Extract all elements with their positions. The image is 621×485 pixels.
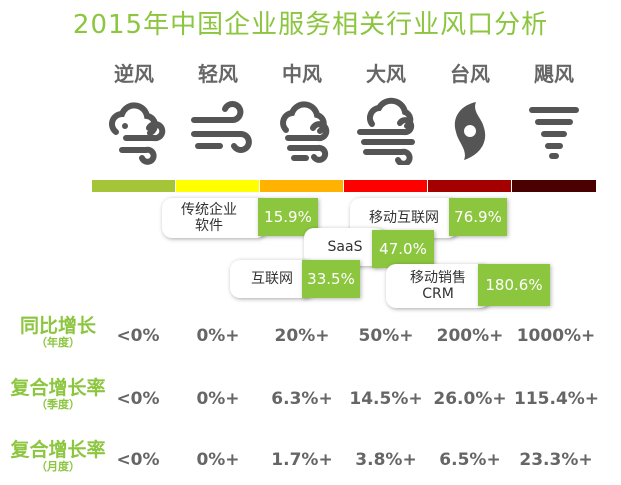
table-cell: 6.3%+ <box>271 389 333 409</box>
table-cell: 0%+ <box>196 450 240 470</box>
table-cell: 26.0%+ <box>433 389 507 409</box>
scale-bar-hurricane <box>512 180 596 192</box>
table-cell: 3.8%+ <box>355 450 417 470</box>
industry-value-mobile-sales-crm: 180.6% <box>478 264 550 306</box>
table-cell: 115.4%+ <box>514 389 600 409</box>
table-cell: <0% <box>116 326 160 346</box>
typhoon-icon <box>428 90 512 165</box>
page-title: 2015年中国企业服务相关行业风口分析 <box>72 10 549 40</box>
table-cell: 0%+ <box>196 326 240 346</box>
row-label-cagr-monthly: 复合增长率 （月度） <box>10 439 106 473</box>
industry-value-internet: 33.5% <box>302 260 360 298</box>
industry-value-saas: 47.0% <box>372 230 434 268</box>
table-cell: <0% <box>116 450 160 470</box>
scale-bar-moderate-wind <box>260 180 343 192</box>
cloud-wind-icon-2 <box>260 90 344 165</box>
scale-bar-strong-wind <box>344 180 427 192</box>
industry-value-traditional-software: 15.9% <box>258 198 318 236</box>
table-cell: 14.5%+ <box>349 389 423 409</box>
row-label-cagr-quarterly: 复合增长率 （季度） <box>10 377 106 411</box>
industry-label-mobile-sales-crm: 移动销售CRM <box>386 264 490 308</box>
table-cell: 200%+ <box>436 326 504 346</box>
cloud-wind-icon <box>92 90 176 165</box>
column-header-headwind: 逆风 <box>114 62 154 86</box>
industry-label-internet: 互联网 <box>230 260 314 298</box>
column-header-light-wind: 轻风 <box>198 62 238 86</box>
wind-icon <box>176 90 260 165</box>
column-header-hurricane: 飓风 <box>534 62 574 86</box>
table-cell: 20%+ <box>274 326 330 346</box>
table-cell: 6.5%+ <box>439 450 501 470</box>
column-header-typhoon: 台风 <box>450 62 490 86</box>
column-header-moderate-wind: 中风 <box>282 62 322 86</box>
scale-bar-typhoon <box>428 180 511 192</box>
tornado-icon <box>512 90 596 165</box>
column-header-strong-wind: 大风 <box>366 62 406 86</box>
table-cell: <0% <box>116 389 160 409</box>
table-cell: 50%+ <box>358 326 414 346</box>
table-cell: 23.3%+ <box>519 450 593 470</box>
scale-bar-light-wind <box>176 180 259 192</box>
industry-label-traditional-software: 传统企业软件 <box>162 198 266 238</box>
table-cell: 1000%+ <box>516 326 596 346</box>
table-cell: 1.7%+ <box>271 450 333 470</box>
cloud-storm-wind-icon <box>344 90 428 167</box>
scale-bar-headwind <box>92 180 175 192</box>
row-label-yoy-growth: 同比增长 （年度） <box>19 315 96 349</box>
table-cell: 0%+ <box>196 389 240 409</box>
industry-value-mobile-internet: 76.9% <box>449 198 507 236</box>
